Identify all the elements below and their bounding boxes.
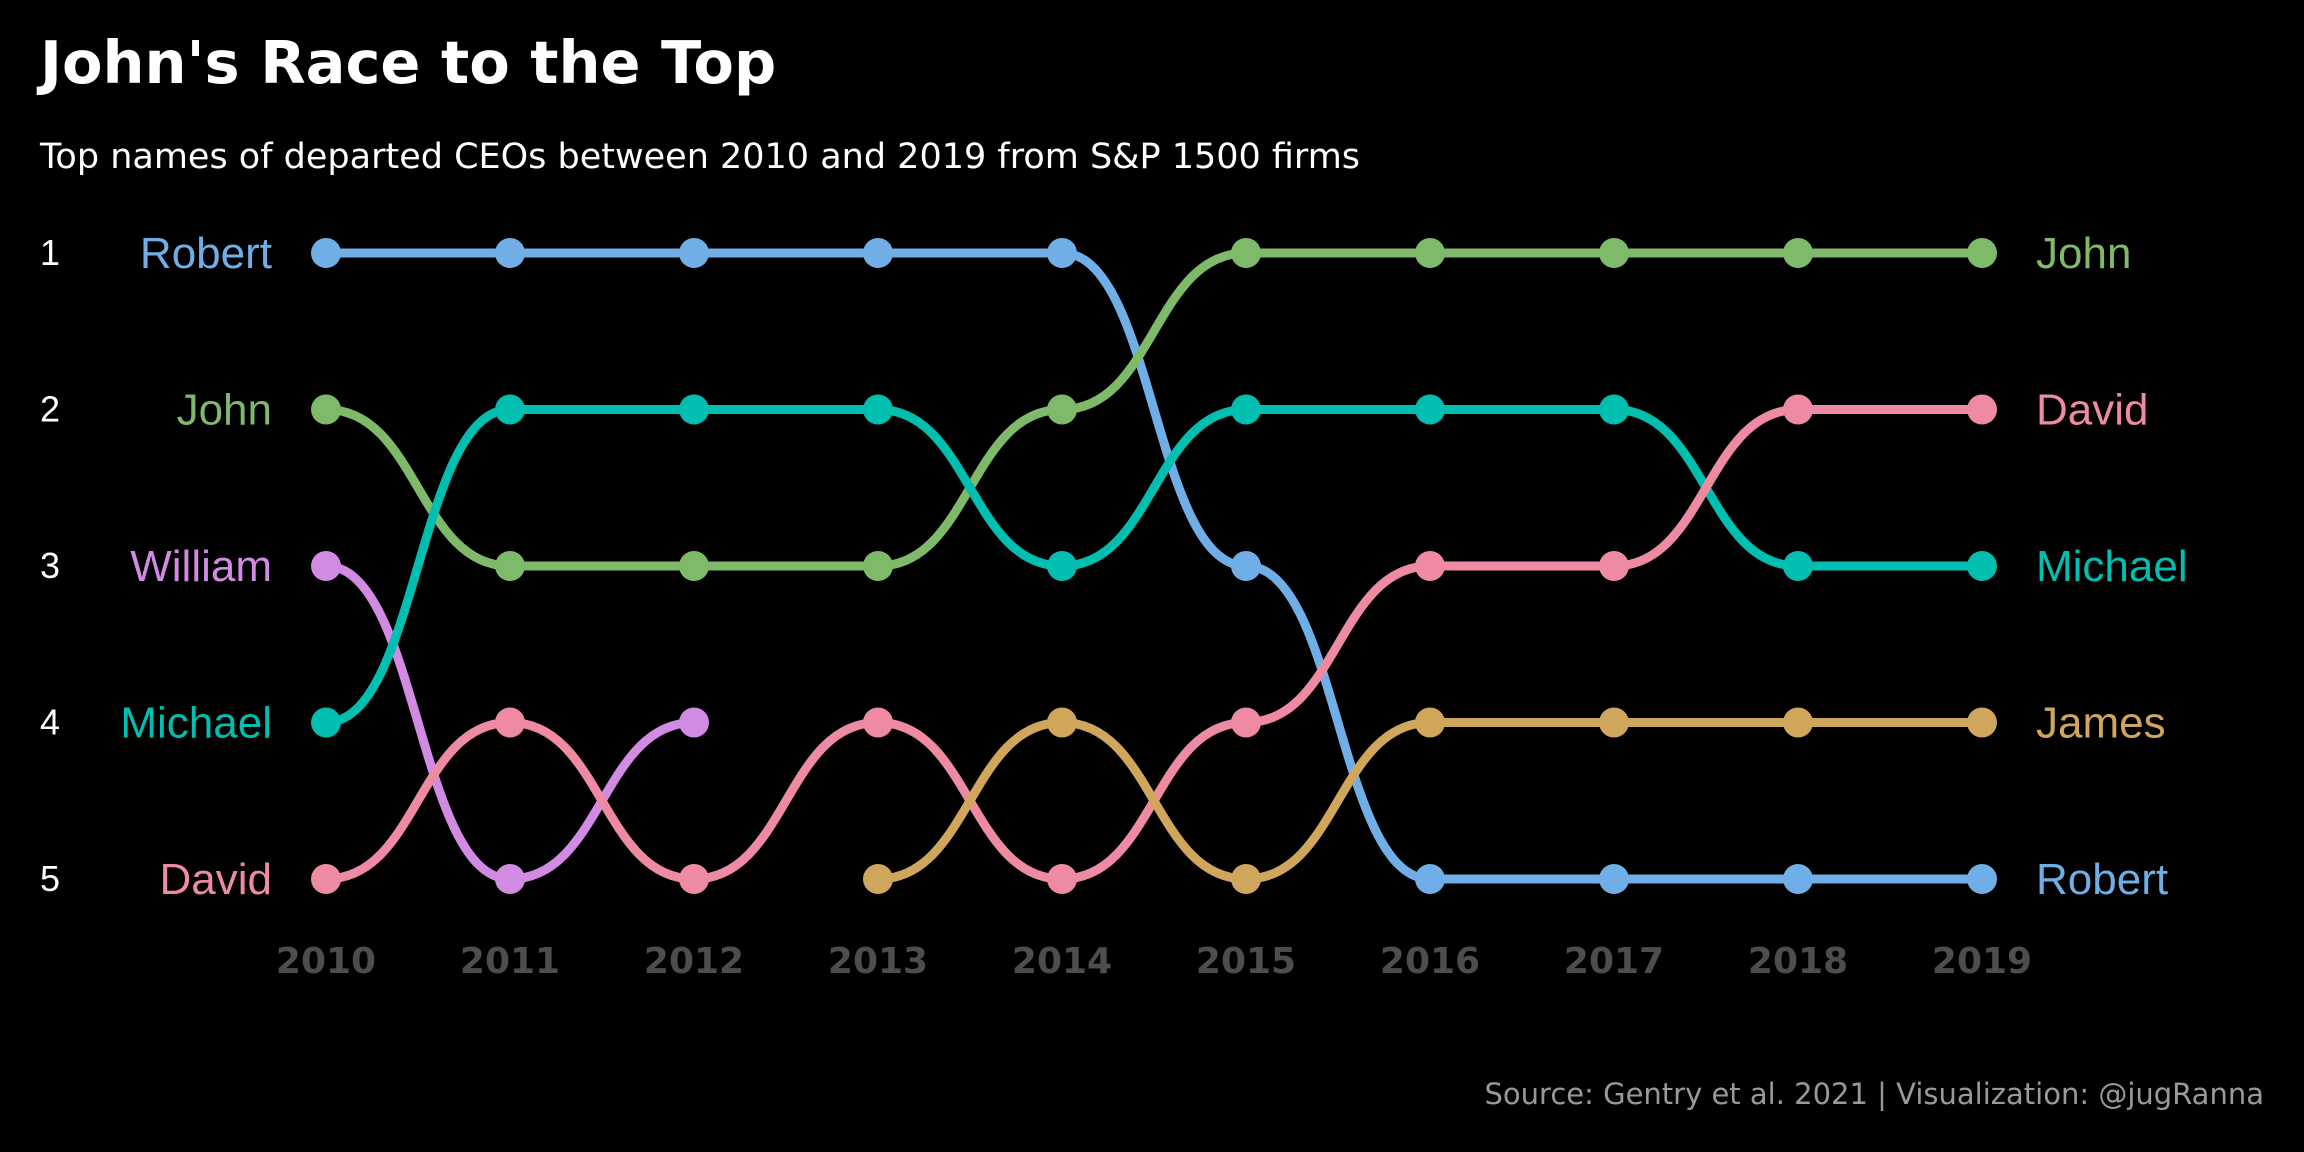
- x-tick-label: 2013: [828, 941, 928, 982]
- rank-label: 3: [40, 545, 60, 586]
- data-point-michael: [1231, 394, 1261, 425]
- data-point-james: [1415, 707, 1445, 738]
- data-point-john: [1599, 238, 1629, 268]
- data-point-john: [1231, 238, 1261, 268]
- series-line-john: [321, 248, 1987, 571]
- x-tick-label: 2011: [460, 941, 560, 982]
- chart-subtitle: Top names of departed CEOs between 2010 …: [39, 137, 1360, 177]
- data-point-john: [1047, 394, 1077, 425]
- data-point-michael: [1783, 551, 1813, 581]
- labels: 1 2 3 4 5 Robert John William Michael David John Da…: [40, 229, 2188, 982]
- data-point-robert: [311, 238, 341, 268]
- data-point-david: [311, 864, 341, 894]
- data-point-michael: [863, 394, 893, 425]
- data-point-robert: [863, 238, 893, 268]
- data-point-john: [679, 551, 709, 581]
- data-point-robert: [1783, 864, 1813, 894]
- series-line-david: [321, 404, 1987, 884]
- start-label-robert: Robert: [140, 229, 272, 278]
- data-point-john: [495, 551, 525, 581]
- data-point-robert: [1415, 864, 1445, 894]
- series-points: [311, 238, 1997, 894]
- start-label-john: John: [177, 386, 272, 435]
- x-tick-label: 2018: [1748, 941, 1848, 982]
- data-point-james: [1967, 707, 1997, 738]
- x-tick-label: 2014: [1012, 941, 1112, 982]
- series-line-robert: [321, 248, 1987, 884]
- data-point-david: [1415, 551, 1445, 581]
- data-point-david: [495, 707, 525, 738]
- x-tick-label: 2016: [1380, 941, 1480, 982]
- data-point-robert: [1967, 864, 1997, 894]
- data-point-john: [1967, 238, 1997, 268]
- data-point-james: [1231, 864, 1261, 894]
- x-tick-label: 2010: [276, 941, 376, 982]
- data-point-michael: [495, 394, 525, 425]
- rank-label: 4: [40, 702, 60, 743]
- data-point-robert: [1231, 551, 1261, 581]
- x-tick-label: 2017: [1564, 941, 1664, 982]
- chart-title: John's Race to the Top: [36, 28, 776, 97]
- start-label-michael: Michael: [120, 699, 272, 748]
- data-point-david: [1047, 864, 1077, 894]
- end-label-john: John: [2036, 229, 2131, 278]
- start-label-william: William: [130, 542, 272, 591]
- data-point-james: [1599, 707, 1629, 738]
- data-point-david: [679, 864, 709, 894]
- end-label-david: David: [2036, 386, 2149, 435]
- start-label-david: David: [160, 855, 273, 904]
- data-point-robert: [495, 238, 525, 268]
- data-point-james: [1783, 707, 1813, 738]
- data-point-michael: [311, 707, 341, 738]
- x-tick-label: 2019: [1932, 941, 2032, 982]
- end-label-james: James: [2036, 699, 2166, 748]
- series-line-james: [873, 717, 1987, 884]
- data-point-james: [863, 864, 893, 894]
- data-point-william: [311, 551, 341, 581]
- data-point-david: [1231, 707, 1261, 738]
- data-point-john: [311, 394, 341, 425]
- chart-caption: Source: Gentry et al. 2021 | Visualizati…: [1485, 1077, 2265, 1111]
- data-point-david: [1599, 551, 1629, 581]
- rank-label: 1: [40, 232, 60, 273]
- data-point-robert: [679, 238, 709, 268]
- data-point-james: [1047, 707, 1077, 738]
- data-point-david: [863, 707, 893, 738]
- data-point-michael: [1415, 394, 1445, 425]
- data-point-michael: [1599, 394, 1629, 425]
- rank-label: 2: [40, 389, 60, 430]
- data-point-robert: [1599, 864, 1629, 894]
- data-point-john: [863, 551, 893, 581]
- data-point-william: [679, 707, 709, 738]
- data-point-michael: [1967, 551, 1997, 581]
- data-point-david: [1967, 394, 1997, 425]
- data-point-john: [1783, 238, 1813, 268]
- end-label-michael: Michael: [2036, 542, 2188, 591]
- data-point-michael: [1047, 551, 1077, 581]
- data-point-john: [1415, 238, 1445, 268]
- data-point-michael: [679, 394, 709, 425]
- data-point-william: [495, 864, 525, 894]
- series-lines: [321, 248, 1987, 884]
- series-line-michael: [321, 404, 1987, 727]
- data-point-robert: [1047, 238, 1077, 268]
- data-point-david: [1783, 394, 1813, 425]
- x-tick-label: 2015: [1196, 941, 1296, 982]
- x-tick-label: 2012: [644, 941, 744, 982]
- end-label-robert: Robert: [2036, 855, 2168, 904]
- rank-label: 5: [40, 858, 60, 899]
